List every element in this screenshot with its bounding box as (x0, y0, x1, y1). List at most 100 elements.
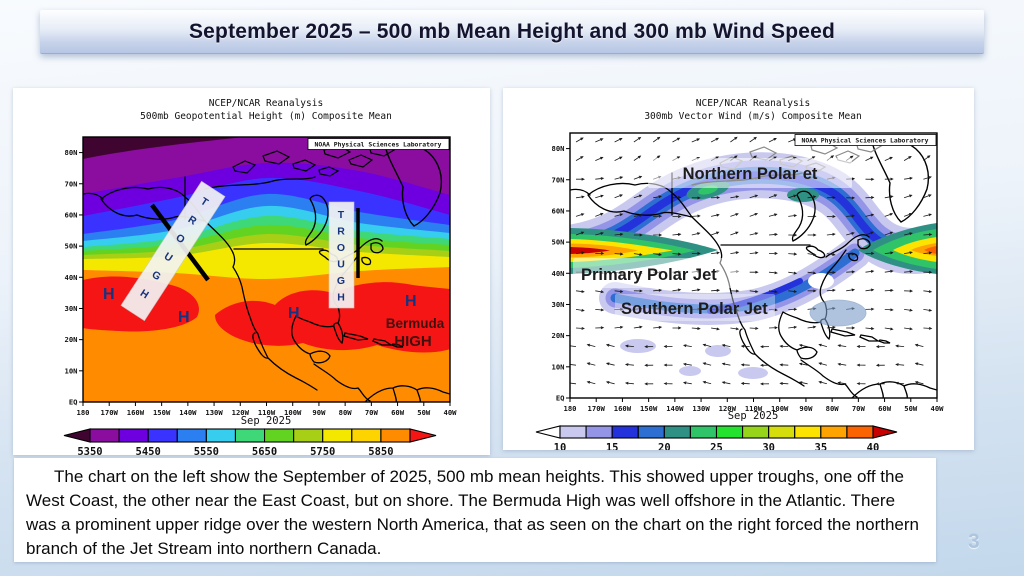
wind-speed-gap (578, 138, 638, 162)
colorbar-tick-label: 40 (867, 442, 880, 450)
right-map-title-line1: NCEP/NCAR Reanalysis (696, 98, 810, 109)
left-map-title-line1: NCEP/NCAR Reanalysis (209, 98, 323, 109)
lat-tick-label: 60N (65, 211, 78, 220)
wind-vector-arrow (730, 195, 740, 199)
wind-vector-arrow (576, 177, 585, 181)
lon-tick-label: 100W (771, 404, 789, 413)
noaa-label-box (794, 134, 937, 146)
wind-vector-arrow (653, 195, 663, 199)
wind-vector-arrow (818, 362, 828, 366)
wind-vector-arrow (595, 177, 605, 181)
coastline-path (796, 346, 818, 360)
coastline-path (343, 332, 369, 341)
lat-tick-label: 10N (65, 366, 78, 375)
wind-vector-arrow (903, 194, 913, 199)
lat-tick-label: 70N (552, 175, 565, 184)
wind-vector-arrow (768, 233, 778, 236)
wind-vector-arrow (875, 345, 885, 349)
wind-vector-arrow (575, 195, 585, 199)
wind-vector-arrow (768, 194, 778, 199)
wind-vector-arrow (740, 344, 750, 348)
wind-vector-arrow (807, 325, 817, 329)
wind-vector-arrow (895, 344, 905, 348)
coastline-path (859, 334, 881, 342)
lon-tick-label: 100W (284, 408, 302, 417)
arctic-island-outline (318, 166, 340, 177)
coastline-path (204, 176, 316, 190)
wind-vector-arrow (904, 176, 913, 180)
southern-jet-core (707, 278, 803, 314)
wind-vector-arrow (788, 289, 798, 293)
pacific-jet-core (570, 247, 610, 254)
colorbar-segment (637, 425, 665, 439)
wind-vector-arrow (837, 362, 847, 366)
noaa-source-label: NOAA Physical Sciences Laboratory (315, 141, 442, 149)
wind-vector-arrow (884, 251, 894, 255)
wind-vector-arrow (740, 382, 750, 385)
colorbar-segment (351, 428, 382, 443)
lon-tick-label: 130W (205, 408, 223, 417)
noaa-label-box (307, 138, 450, 150)
southern-jet-label: Southern Polar Jet (621, 300, 768, 318)
wind-vector-arrow (846, 288, 856, 292)
wind-vector-arrow (875, 382, 885, 386)
lon-tick-label: 130W (692, 404, 710, 413)
page-number: 3 (968, 530, 980, 553)
arctic-island-outline (262, 150, 291, 165)
wind-vector-arrow (730, 251, 740, 255)
wind-vector-arrow (575, 156, 584, 161)
colorbar-segment (205, 428, 237, 443)
wind-vector-arrow (768, 138, 777, 143)
lat-tick-label: 40N (552, 269, 565, 278)
left-map-title-line2: 500mb Geopotential Height (m) Composite … (140, 111, 392, 122)
wind-vector-arrow (702, 362, 712, 366)
wind-vector-arrow (865, 231, 874, 236)
wind-vector-arrow (788, 307, 798, 311)
wind-vector-arrow (575, 308, 585, 312)
wind-vector-arrow (846, 232, 855, 236)
bermuda-high-label-line1: Bermuda (386, 316, 445, 331)
wind-vector-arrow (904, 232, 913, 236)
wind-vector-arrow (605, 343, 615, 347)
lon-tick-label: 180 (564, 404, 577, 413)
wind-vector-arrow (633, 136, 642, 143)
wind-vector-arrow (818, 380, 828, 385)
wind-vector-arrow (788, 252, 798, 256)
colorbar-segment (742, 425, 770, 439)
lat-tick-label: EQ (69, 398, 78, 407)
wind-vector-arrow (652, 136, 661, 143)
right-chart-panel: NCEP/NCAR Reanalysis 300mb Vector Wind (… (503, 88, 974, 450)
wind-vector-arrow (923, 308, 933, 312)
wind-vector-arrow (749, 290, 759, 293)
arctic-island-outline (749, 146, 778, 161)
wind-vector-arrow (730, 231, 739, 236)
colorbar-segment (118, 428, 149, 443)
wind-vector-arrow (633, 194, 643, 199)
arctic-island-outline (292, 159, 317, 172)
coastline-path (309, 350, 331, 364)
lat-tick-label: 20N (65, 335, 78, 344)
lon-tick-label: 140W (666, 404, 684, 413)
wind-vector-arrow (798, 362, 808, 366)
wind-vector-arrow (721, 344, 731, 347)
florida-highlight-ellipse (809, 299, 867, 327)
wind-vector-arrow (691, 327, 701, 330)
wind-vector-arrow (895, 381, 905, 385)
wind-vector-arrow (826, 271, 836, 274)
wind-vector-arrow (760, 345, 770, 349)
wind-vector-arrow (711, 327, 720, 331)
lon-tick-label: 150W (640, 404, 658, 413)
wind-vector-arrow (923, 326, 933, 330)
wind-vector-arrow (837, 344, 847, 348)
coastline-path (333, 322, 344, 345)
lon-tick-label: 40W (444, 408, 458, 417)
colorbar-tick-label: 10 (554, 442, 567, 450)
caption-text: The chart on the left show the September… (26, 467, 919, 559)
wind-vector-arrow (749, 136, 757, 143)
colorbar-tick-label: 5650 (252, 446, 277, 455)
wind-vector-arrow (826, 288, 836, 292)
wind-vector-arrow (663, 345, 673, 348)
lon-tick-label: 170W (101, 408, 119, 417)
right-map-colorbar: 10 15 20 25 30 35 40 (535, 425, 898, 450)
